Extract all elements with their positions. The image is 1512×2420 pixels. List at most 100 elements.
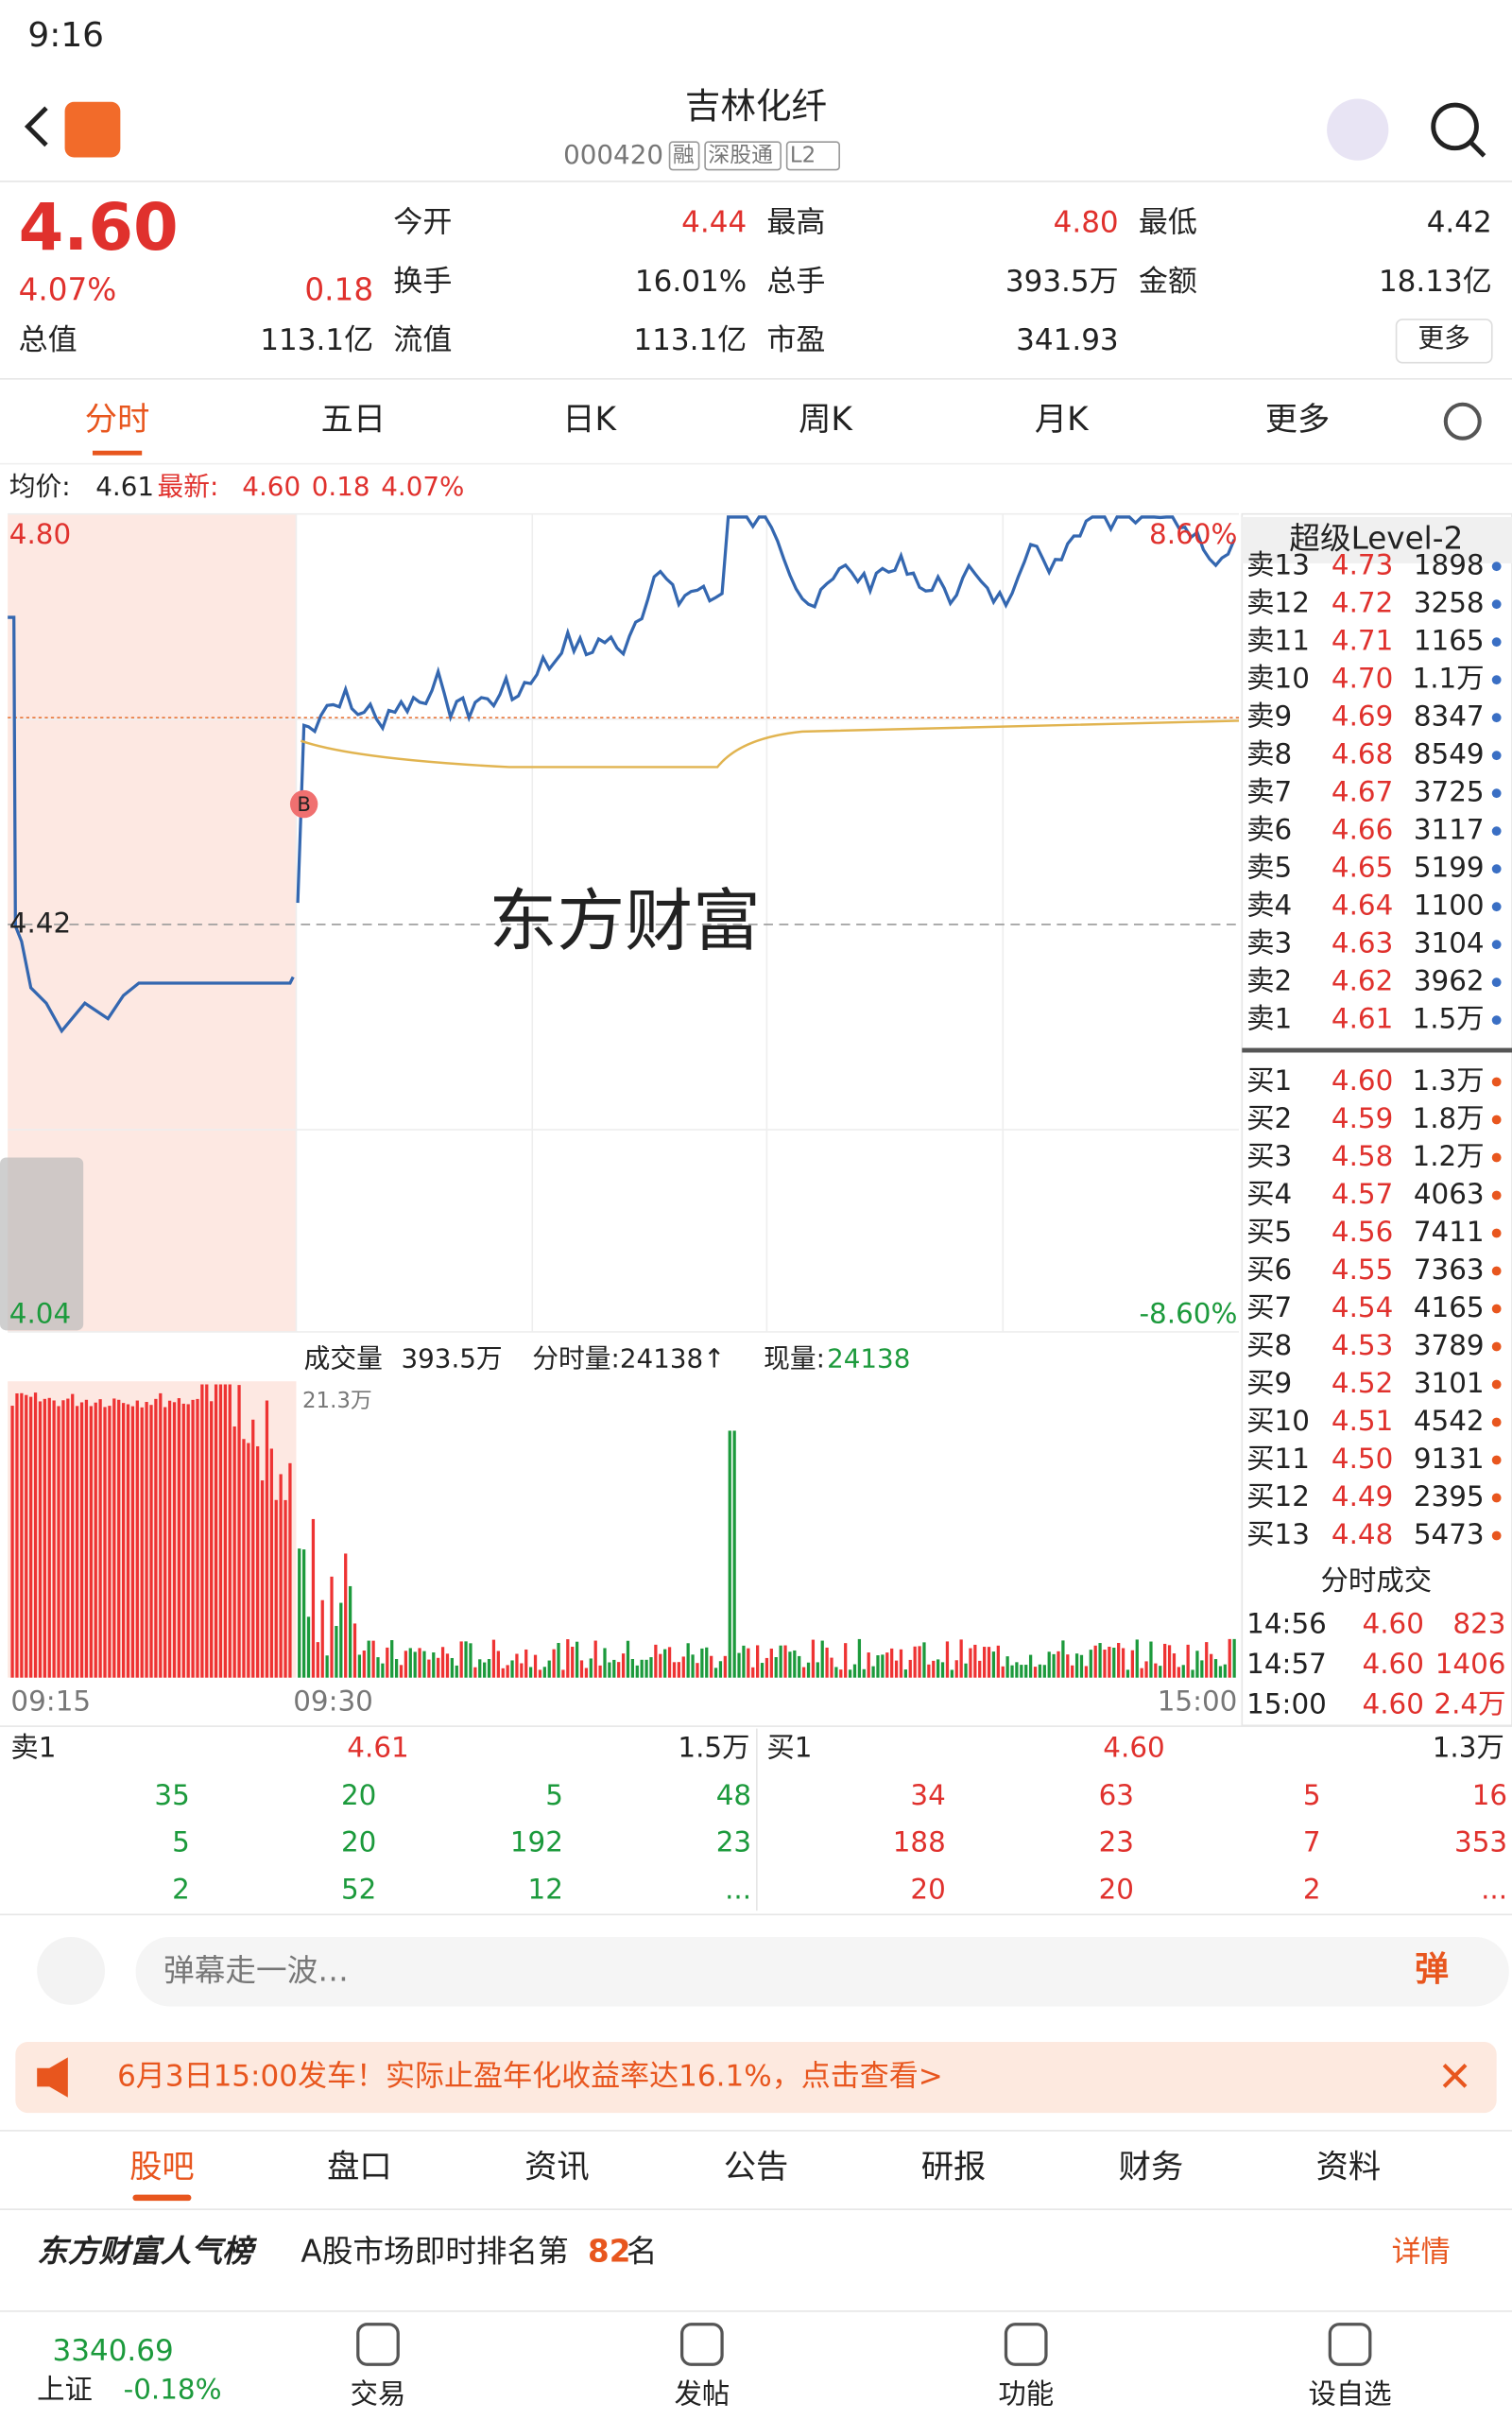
volume-bar bbox=[621, 1653, 626, 1678]
chart-tab[interactable]: 更多 bbox=[1265, 401, 1331, 439]
depth-dot bbox=[1491, 788, 1502, 799]
chart-tab[interactable]: 周K bbox=[799, 401, 853, 439]
sub-tab[interactable]: 财务 bbox=[1119, 2148, 1184, 2186]
rank-number: 82 bbox=[588, 2234, 630, 2270]
volume-bar bbox=[1228, 1638, 1231, 1678]
depth-dot bbox=[1491, 1417, 1502, 1427]
volume-bar bbox=[617, 1662, 621, 1678]
chart-tab[interactable]: 分时 bbox=[85, 401, 150, 439]
volume-bar bbox=[589, 1658, 593, 1678]
volume-bar bbox=[1218, 1666, 1223, 1678]
volume-bar bbox=[654, 1644, 658, 1678]
banner-bg[interactable] bbox=[15, 2042, 1497, 2114]
sub-tab[interactable]: 盘口 bbox=[327, 2148, 392, 2186]
volume-bar bbox=[640, 1659, 644, 1678]
queue-price: 4.61 bbox=[347, 1731, 408, 1763]
volume-bar bbox=[801, 1667, 806, 1678]
volume-bar bbox=[1163, 1643, 1167, 1678]
volume-bar bbox=[885, 1652, 889, 1678]
sub-tab[interactable]: 资讯 bbox=[524, 2148, 590, 2186]
nav-item[interactable]: 交易 bbox=[351, 2377, 406, 2410]
volume-bar bbox=[237, 1385, 241, 1678]
volume-selector[interactable]: 成交量 bbox=[304, 1342, 383, 1374]
chart-tab[interactable]: 五日 bbox=[321, 401, 387, 439]
volume-bar bbox=[422, 1651, 426, 1678]
queue-item: 52 bbox=[341, 1873, 376, 1905]
volume-bar bbox=[316, 1642, 319, 1678]
ask-label: 卖7 bbox=[1246, 776, 1292, 808]
volume-bar bbox=[390, 1640, 394, 1678]
more-button[interactable] bbox=[1395, 319, 1493, 364]
volume-bar bbox=[760, 1663, 765, 1678]
sub-tab[interactable]: 股吧 bbox=[129, 2148, 195, 2186]
volume-bar bbox=[1001, 1666, 1005, 1678]
banner-close[interactable] bbox=[1442, 2064, 1468, 2088]
queue-item: 23 bbox=[716, 1826, 751, 1858]
index-value: 3340.69 bbox=[53, 2334, 174, 2368]
ask-volume: 1100 bbox=[1414, 890, 1485, 922]
nav-item[interactable]: 发帖 bbox=[674, 2377, 730, 2410]
volume-bar bbox=[223, 1384, 227, 1678]
trade-volume: 1406 bbox=[1435, 1648, 1506, 1680]
ask-price: 4.70 bbox=[1332, 663, 1393, 695]
comment-input[interactable] bbox=[135, 1936, 1509, 2007]
bid-price: 4.50 bbox=[1332, 1443, 1393, 1475]
sub-tab[interactable]: 资料 bbox=[1316, 2148, 1382, 2186]
volume-bar bbox=[1074, 1653, 1079, 1678]
volume-bar bbox=[103, 1407, 107, 1678]
assistant-avatar[interactable] bbox=[1327, 98, 1389, 161]
volume-bar bbox=[728, 1430, 731, 1678]
nav-icon[interactable] bbox=[680, 2323, 724, 2366]
nav-icon[interactable] bbox=[356, 2323, 400, 2366]
search-icon[interactable] bbox=[1431, 102, 1479, 151]
volume-bar bbox=[159, 1392, 163, 1678]
volume-bar bbox=[1079, 1654, 1084, 1678]
danmaku-button[interactable]: 弹 bbox=[1415, 1950, 1449, 1989]
legend-label: 均价: bbox=[9, 471, 71, 502]
nav-icon[interactable] bbox=[1328, 2323, 1372, 2366]
volume-bar bbox=[440, 1647, 445, 1678]
level2-title: 超级Level-2 bbox=[1289, 520, 1463, 556]
tag-border bbox=[785, 141, 840, 171]
rank-link[interactable]: 详情 bbox=[1392, 2236, 1451, 2270]
more-button[interactable]: 更多 bbox=[1418, 322, 1470, 354]
nav-icon[interactable] bbox=[1004, 2323, 1048, 2366]
sub-tab[interactable]: 研报 bbox=[921, 2148, 987, 2186]
depth-dot bbox=[1491, 751, 1502, 761]
tag: 深股通 bbox=[708, 143, 773, 167]
chart-tab[interactable]: 日K bbox=[562, 401, 617, 439]
volume-bar bbox=[686, 1643, 690, 1678]
queue-item: ... bbox=[1481, 1873, 1507, 1905]
field-label: 总值 bbox=[19, 323, 77, 357]
settings-icon[interactable] bbox=[1443, 402, 1482, 441]
volume-bar bbox=[15, 1393, 19, 1678]
nav-item[interactable]: 设自选 bbox=[1309, 2377, 1392, 2410]
volume-bar bbox=[306, 1616, 311, 1678]
side-expand[interactable] bbox=[0, 1157, 84, 1331]
price-line bbox=[296, 515, 1236, 904]
volume-current: 24138 bbox=[827, 1342, 910, 1374]
volume-bar bbox=[232, 1426, 236, 1678]
volume-bar bbox=[593, 1640, 597, 1678]
queue-item: 188 bbox=[893, 1826, 946, 1858]
sub-tab[interactable]: 公告 bbox=[724, 2148, 789, 2186]
volume-bar bbox=[149, 1405, 153, 1678]
bid-price: 4.58 bbox=[1332, 1140, 1393, 1172]
volume-bar bbox=[181, 1403, 185, 1678]
tab-underline bbox=[92, 450, 143, 456]
nav-item[interactable]: 功能 bbox=[998, 2377, 1054, 2410]
banner-text[interactable]: 6月3日15:00发车！实际止盈年化收益率达16.1%，点击查看> bbox=[117, 2060, 943, 2094]
volume-bar bbox=[57, 1406, 60, 1678]
volume-bar bbox=[788, 1651, 792, 1678]
bid-label: 买5 bbox=[1246, 1216, 1292, 1248]
back-button[interactable] bbox=[24, 106, 48, 147]
queue-item: 20 bbox=[341, 1826, 376, 1858]
volume-bar bbox=[445, 1653, 450, 1678]
chart-tab[interactable]: 月K bbox=[1035, 401, 1090, 439]
volume-bar bbox=[501, 1668, 505, 1678]
volume-bar bbox=[950, 1669, 954, 1678]
bid-label: 买8 bbox=[1246, 1329, 1292, 1361]
volume-bar bbox=[510, 1660, 514, 1678]
danmaku-icon[interactable] bbox=[37, 1936, 106, 2005]
divider bbox=[0, 462, 1512, 465]
